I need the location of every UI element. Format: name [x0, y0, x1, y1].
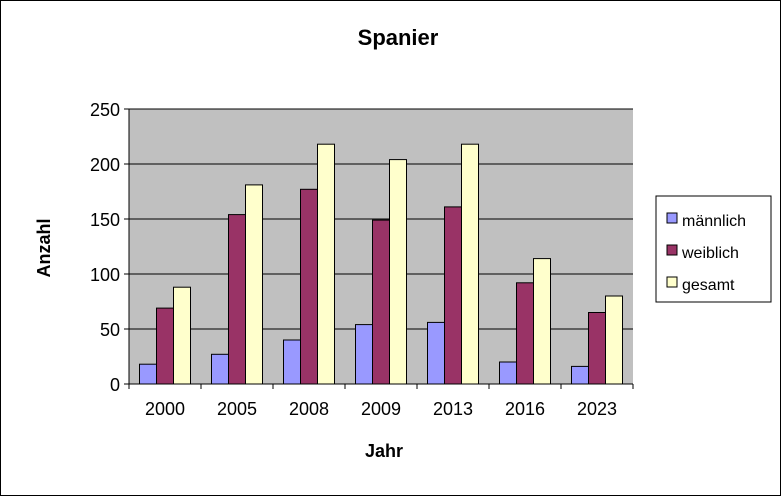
bar-2016-2 [533, 258, 551, 385]
bar-2016-1 [516, 282, 534, 385]
y-tick-label: 250 [90, 100, 120, 120]
bar-2000-2 [173, 286, 191, 385]
x-tick-label: 2023 [577, 399, 617, 419]
y-axis-ticks: 0 50 100 150 200 250 [90, 100, 129, 395]
bar-2008-2 [317, 143, 335, 385]
y-axis-label: Anzahl [34, 218, 54, 277]
x-axis-ticks: 2000 2005 2008 2009 2013 2016 2023 [128, 384, 634, 419]
bar-2005-0 [211, 353, 229, 385]
legend-swatch [666, 276, 678, 288]
y-tick-label: 200 [90, 155, 120, 175]
bar-2008-1 [300, 188, 318, 385]
bar-2000-0 [139, 363, 157, 385]
legend-label: weiblich [681, 245, 739, 262]
x-tick-label: 2016 [505, 399, 545, 419]
bar-2005-2 [245, 184, 263, 385]
bar-2023-1 [588, 312, 606, 385]
bar-2013-1 [444, 206, 462, 385]
legend-label: gesamt [682, 277, 735, 294]
bar-2016-0 [499, 361, 517, 385]
bar-2000-1 [156, 307, 174, 385]
bar-2009-2 [389, 159, 407, 385]
bar-2013-2 [461, 143, 479, 385]
x-tick-label: 2013 [433, 399, 473, 419]
legend: männlich weiblich gesamt [655, 195, 772, 303]
y-tick-label: 0 [110, 375, 120, 395]
bar-2023-2 [605, 295, 623, 385]
x-tick-label: 2000 [145, 399, 185, 419]
chart-title: Spanier [358, 25, 439, 50]
bar-2023-0 [571, 365, 589, 385]
y-tick-label: 100 [90, 265, 120, 285]
bar-2013-0 [427, 321, 445, 385]
bar-2009-0 [355, 324, 373, 385]
legend-swatch [666, 212, 678, 224]
legend-label: männlich [682, 213, 746, 230]
x-tick-label: 2005 [217, 399, 257, 419]
y-tick-label: 50 [100, 320, 120, 340]
bar-2005-1 [228, 214, 246, 385]
bar-2008-0 [283, 339, 301, 385]
bar-2009-1 [372, 219, 390, 385]
x-tick-label: 2009 [361, 399, 401, 419]
y-tick-label: 150 [90, 210, 120, 230]
legend-swatch [666, 244, 678, 256]
x-tick-label: 2008 [289, 399, 329, 419]
x-axis-label: Jahr [365, 441, 403, 461]
